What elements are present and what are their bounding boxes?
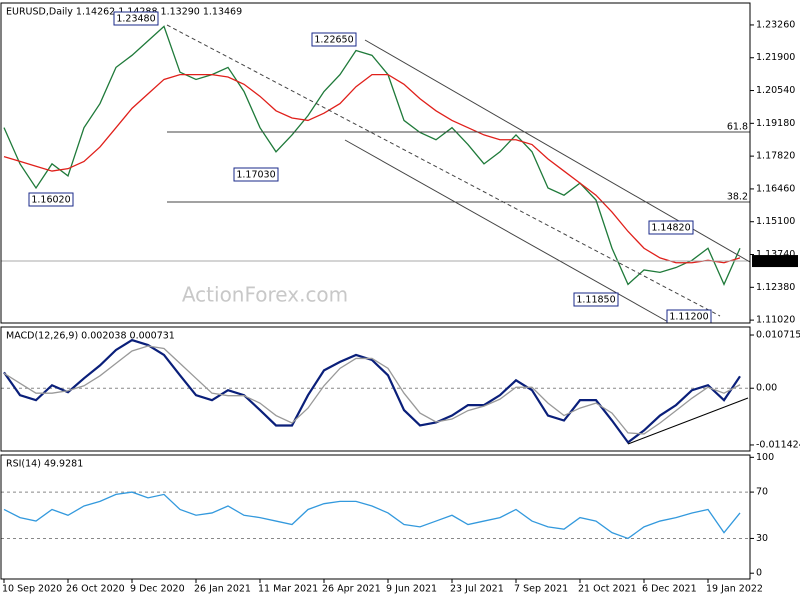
x-tick-label: 9 Jun 2021 [386,584,437,595]
fib-label: 38.2 [727,192,748,203]
y-tick-label: -0.011424 [756,439,800,450]
y-tick-label: 1.23260 [756,19,795,30]
annotation: 1.11200 [669,312,708,323]
y-tick-label: 70 [756,487,768,498]
series-line [3,338,741,444]
annotation: 1.23480 [116,14,155,25]
y-tick-label: 1.16460 [756,183,795,194]
x-tick-label: 7 Sep 2021 [514,584,568,595]
last-price-label: 1.13469 [756,256,795,267]
y-tick-label: 1.20540 [756,85,795,96]
pane-title: MACD(12,26,9) 0.002038 0.000731 [6,331,175,342]
y-tick-label: 1.13740 [756,249,795,260]
y-tick-label: 1.15100 [756,216,795,227]
series-line [3,491,741,540]
annotation: 1.22650 [314,35,353,46]
y-tick-label: 1.21900 [756,52,795,63]
series-line [3,73,741,264]
y-tick-label: 1.19180 [756,118,795,129]
y-tick-label: 1.17820 [756,151,795,162]
annotation-box [311,32,357,47]
x-tick-label: 10 Sep 2020 [2,584,62,595]
x-tick-label: 6 Dec 2021 [642,584,697,595]
last-price-box [752,255,798,268]
y-tick-label: 1.12380 [756,282,795,293]
x-tick-label: 23 Jul 2021 [450,584,504,595]
y-tick-label: 0.00 [756,383,777,394]
trend-line [627,397,749,445]
annotation: 1.14820 [651,223,690,234]
x-tick-label: 11 Mar 2021 [258,584,318,595]
y-tick-label: 100 [756,452,774,463]
series-line [3,345,741,435]
annotation-box [648,220,694,235]
annotation-box [28,192,74,207]
annotation: 1.11850 [576,295,615,306]
y-tick-label: 1.11020 [756,315,795,326]
annotation-box [233,167,279,182]
annotation-box [573,292,619,307]
x-tick-label: 26 Oct 2020 [66,584,125,595]
y-tick-label: 0 [756,568,762,579]
fib-label: 61.8 [727,122,748,133]
watermark: ActionForex.com [182,283,348,307]
pane-title: RSI(14) 49.9281 [6,459,83,470]
x-tick-label: 26 Jan 2021 [194,584,251,595]
pane-frame [0,454,751,580]
annotation: 1.16020 [31,195,70,206]
x-tick-label: 21 Oct 2021 [578,584,637,595]
pane-frame [0,2,751,324]
pane-frame [0,326,751,452]
x-tick-label: 19 Jan 2022 [706,584,763,595]
annotation-box [113,11,159,26]
x-tick-label: 9 Dec 2020 [130,584,185,595]
annotation: 1.17030 [236,170,275,181]
y-tick-label: 0.010715 [756,330,800,341]
x-tick-label: 26 Apr 2021 [322,584,381,595]
y-tick-label: 30 [756,533,768,544]
channel-line [166,24,721,317]
series-line [3,25,741,287]
